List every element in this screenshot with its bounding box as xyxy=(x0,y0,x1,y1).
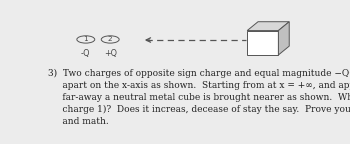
Text: charge 1)?  Does it increas, decease of stay the say.  Prove your answer via wor: charge 1)? Does it increas, decease of s… xyxy=(48,105,350,114)
Polygon shape xyxy=(278,22,289,55)
Text: 2: 2 xyxy=(108,36,112,42)
Polygon shape xyxy=(247,31,278,55)
Text: 1: 1 xyxy=(84,36,88,42)
Text: apart on the x-axis as shown.  Starting from at x = +∞, and approaching from the: apart on the x-axis as shown. Starting f… xyxy=(48,81,350,90)
Text: -Q: -Q xyxy=(81,49,91,58)
Text: 3)  Two charges of opposite sign charge and equal magnitude −Q₁ and +Q₂ are a fi: 3) Two charges of opposite sign charge a… xyxy=(48,69,350,78)
Text: +Q: +Q xyxy=(104,49,117,58)
Polygon shape xyxy=(247,22,289,31)
Text: and math.: and math. xyxy=(48,117,108,126)
Text: far-away a neutral metal cube is brought nearer as shown.  What happens to the Ḥ: far-away a neutral metal cube is brought… xyxy=(48,93,350,102)
